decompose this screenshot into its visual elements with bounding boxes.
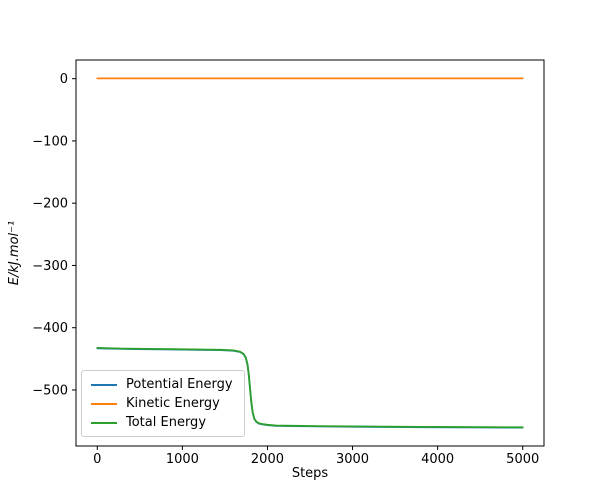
y-axis-label: E/kJ.mol⁻¹ <box>7 221 22 285</box>
x-tick-label: 5000 <box>506 452 539 467</box>
legend-item-potential-energy: Potential Energy <box>91 375 235 394</box>
y-tick-label: −100 <box>32 134 68 149</box>
legend-label-potential-energy: Potential Energy <box>126 377 233 392</box>
potential-energy-line-swatch <box>91 383 117 386</box>
series-layer <box>96 77 524 429</box>
line-total-energy <box>96 346 524 429</box>
x-tick-label: 4000 <box>421 452 454 467</box>
x-axis-label: Steps <box>292 466 329 481</box>
legend-label-kinetic-energy: Kinetic Energy <box>126 396 220 411</box>
x-tick-label: 0 <box>93 452 101 467</box>
y-tick-label: −200 <box>32 197 68 212</box>
y-tick-label: 0 <box>60 72 68 87</box>
axes-frame <box>75 59 545 447</box>
y-tick-label: −500 <box>32 383 68 398</box>
x-tick-label: 2000 <box>251 452 284 467</box>
x-tick-label: 3000 <box>336 452 369 467</box>
legend-item-kinetic-energy: Kinetic Energy <box>91 394 235 413</box>
y-tick-label: −300 <box>32 259 68 274</box>
legend-item-total-energy: Total Energy <box>91 413 235 432</box>
total-energy-line-swatch <box>91 421 117 424</box>
legend-label-total-energy: Total Energy <box>126 415 207 430</box>
legend: Potential Energy Kinetic Energy Total En… <box>81 370 245 437</box>
axes-layer: 0 1000 2000 3000 4000 5000 0 −100 −200 −300 −400 −5… <box>32 59 545 467</box>
x-tick-label: 1000 <box>166 452 199 467</box>
y-tick-label: −400 <box>32 321 68 336</box>
kinetic-energy-line-swatch <box>91 402 117 405</box>
